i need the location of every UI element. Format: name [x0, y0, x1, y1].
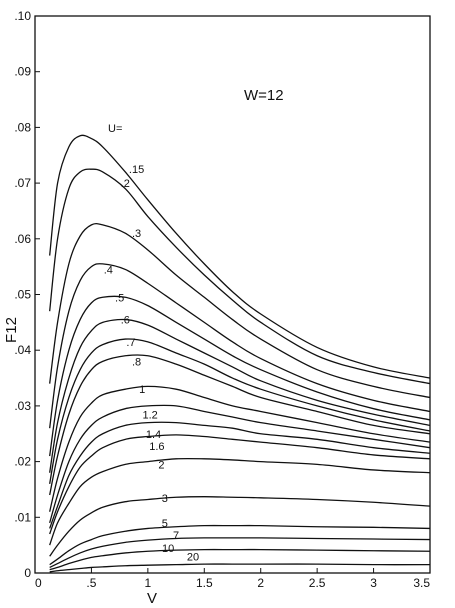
series-label: 5	[162, 518, 168, 530]
series-label: .8	[132, 356, 141, 368]
x-tick-label: 0	[35, 576, 42, 590]
series-line-1	[49, 385, 431, 512]
y-tick-label: .02	[14, 455, 31, 469]
series-line-1p2	[49, 404, 431, 524]
series-line-10	[49, 548, 431, 571]
x-tick-label: .5	[86, 576, 96, 590]
y-tick-label: .05	[14, 288, 31, 302]
series-line-20	[49, 563, 431, 573]
chart-annotation: W=12	[244, 87, 284, 104]
series-line-p3	[49, 223, 431, 399]
series-label: .6	[121, 315, 130, 327]
x-axis-ticks: 0 .5 1 1.5 2 2.5 3 3.5	[34, 568, 431, 590]
x-tick-label: 1.5	[196, 576, 213, 590]
series-line-p15	[49, 134, 431, 379]
series-label: 1	[139, 384, 145, 396]
y-tick-label: .09	[14, 65, 31, 79]
series-label: 3	[162, 493, 168, 505]
series-line-p7	[49, 338, 431, 484]
y-tick-label: .07	[14, 176, 31, 190]
series-label: .15	[129, 164, 144, 176]
series-line-5	[49, 524, 431, 566]
series-label: 1.6	[149, 441, 164, 453]
series-line-p8	[49, 354, 431, 496]
series-line-1p4	[49, 421, 431, 529]
y-axis-title: F12	[3, 317, 20, 343]
series-label: .7	[126, 337, 135, 349]
series-line-7	[49, 537, 431, 569]
series-label: .5	[115, 292, 124, 304]
series-line-p5	[49, 295, 431, 457]
x-tick-label: 2	[257, 576, 264, 590]
series-label: .2	[121, 178, 130, 190]
series-line-p6	[49, 318, 431, 473]
x-tick-label: 2.5	[309, 576, 326, 590]
series-label: 2	[158, 459, 164, 471]
x-tick-label: 3	[370, 576, 377, 590]
x-axis-title: V	[147, 590, 157, 607]
y-axis-ticks: 0 .01 .02 .03 .04 .05 .06 .07 .08 .09 .10	[14, 9, 40, 580]
x-tick-label: 3.5	[413, 576, 430, 590]
series-line-1p6	[49, 434, 431, 535]
series-lines	[49, 134, 431, 573]
series-line-2	[49, 457, 431, 546]
y-tick-label: .01	[14, 510, 31, 524]
series-line-p4	[49, 263, 431, 429]
x-tick-label: 1	[145, 576, 152, 590]
y-tick-label: .06	[14, 232, 31, 246]
y-tick-label: .08	[14, 120, 31, 134]
series-label: .3	[132, 228, 141, 240]
y-tick-label: .10	[14, 9, 31, 23]
series-label: .4	[104, 264, 113, 276]
series-label: 10	[162, 543, 174, 555]
y-tick-label: 0	[24, 566, 31, 580]
series-label: 7	[173, 530, 179, 542]
plot-frame	[34, 15, 431, 574]
legend-label: U=	[108, 123, 122, 135]
series-line-3	[49, 496, 431, 557]
series-label: 1.4	[146, 429, 161, 441]
y-tick-label: .03	[14, 399, 31, 413]
series-line-p2	[49, 168, 431, 385]
series-label: 1.2	[142, 409, 157, 421]
y-tick-label: .04	[14, 343, 31, 357]
series-label: 20	[187, 551, 199, 563]
